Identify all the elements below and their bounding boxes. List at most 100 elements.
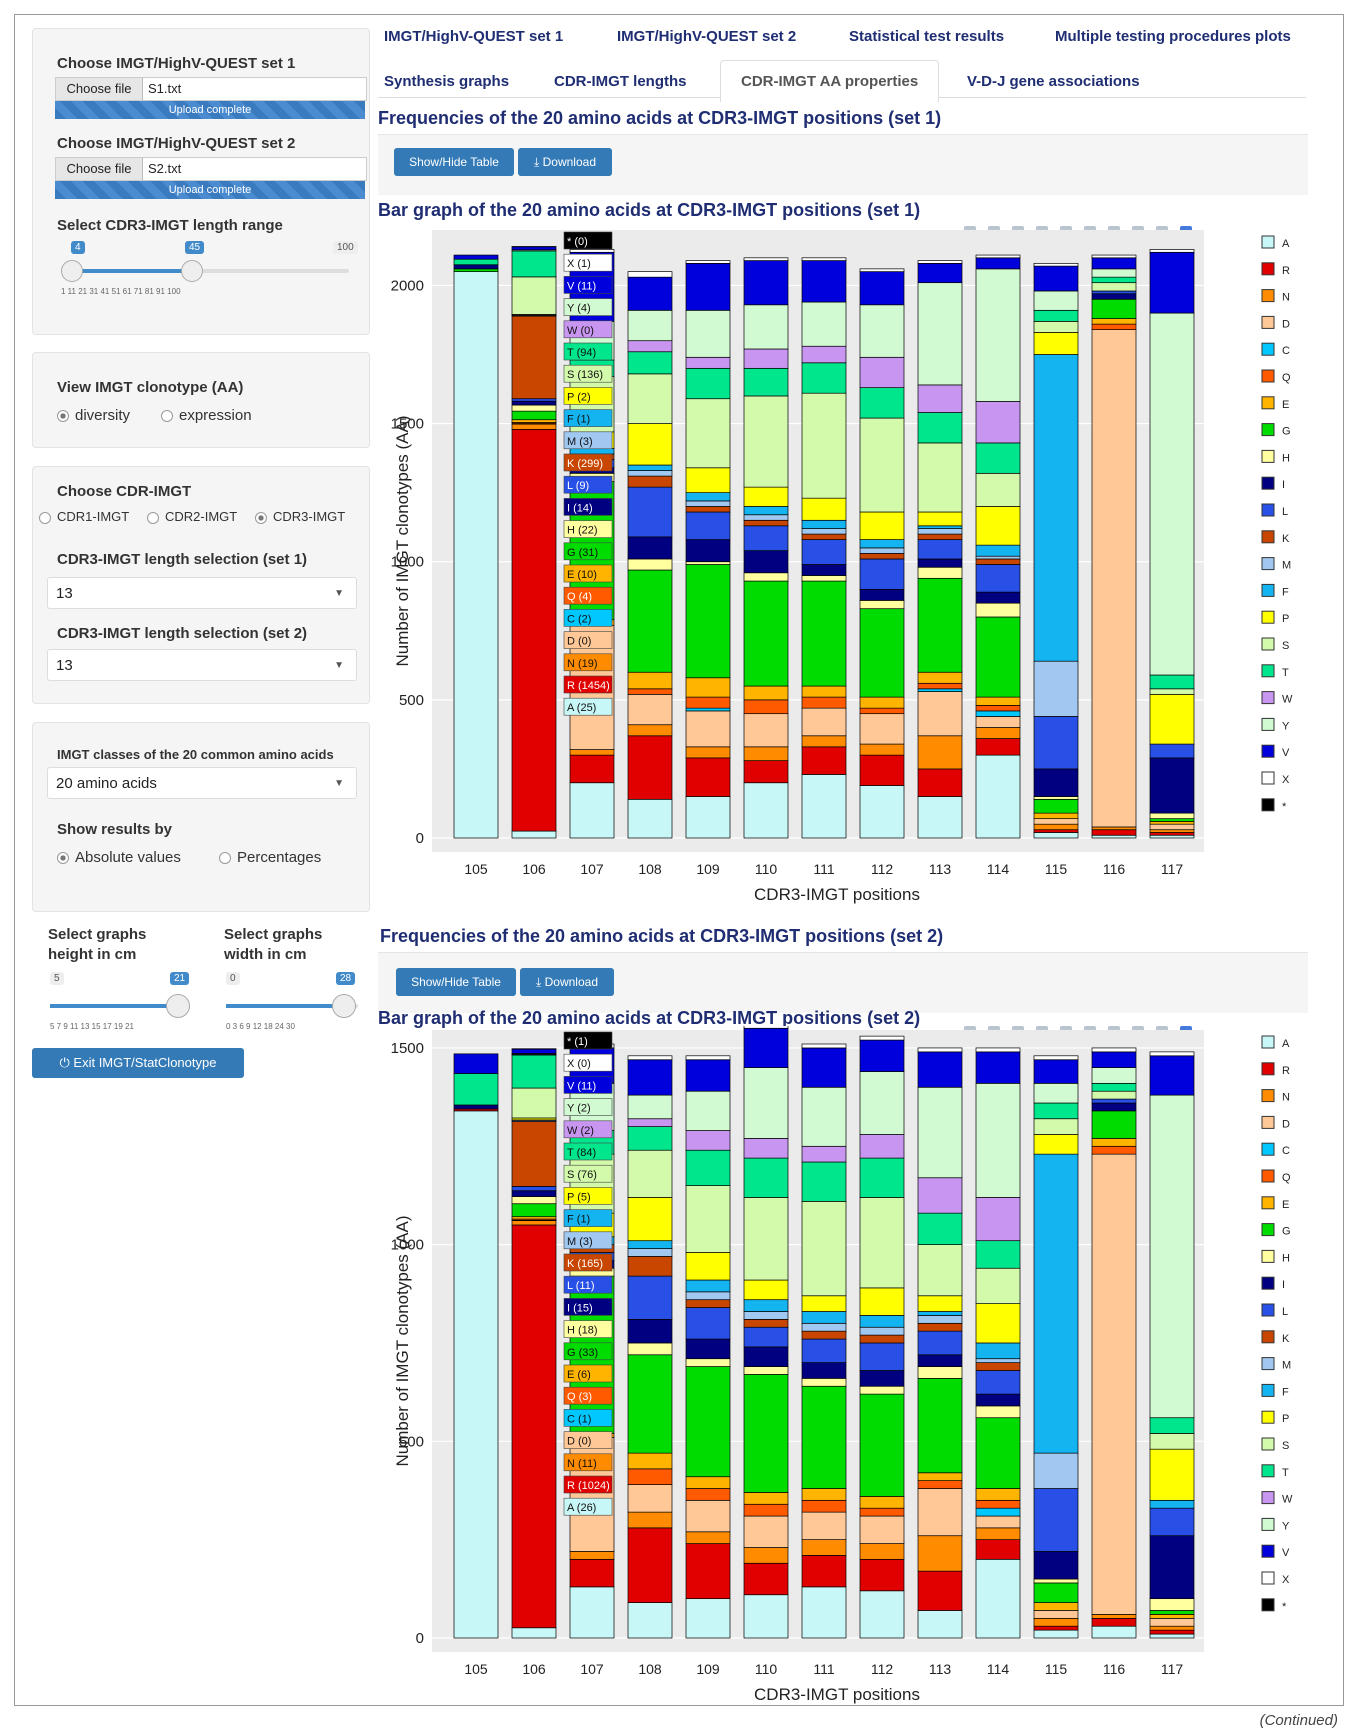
height-slider-handle[interactable] bbox=[166, 994, 190, 1018]
bar-segment-A[interactable] bbox=[917, 796, 963, 839]
bar-segment-E[interactable] bbox=[511, 419, 557, 423]
bar-segment-I[interactable] bbox=[685, 539, 731, 563]
bar-segment-F[interactable] bbox=[627, 464, 673, 471]
bar-segment-N[interactable] bbox=[569, 749, 615, 756]
bar-segment-I[interactable] bbox=[1091, 293, 1137, 300]
bar-segment-I[interactable] bbox=[859, 588, 905, 601]
bar-segment-T[interactable] bbox=[511, 1054, 557, 1089]
bar-segment-V[interactable] bbox=[743, 260, 789, 306]
bar-segment-M[interactable] bbox=[685, 1291, 731, 1301]
legend-swatch[interactable] bbox=[1261, 315, 1275, 329]
bar-segment-T[interactable] bbox=[1033, 1102, 1079, 1120]
bar-segment-F[interactable] bbox=[801, 519, 847, 529]
bar-segment-D[interactable] bbox=[743, 1515, 789, 1548]
bar-segment-R[interactable] bbox=[627, 1527, 673, 1603]
bar-segment-Q[interactable] bbox=[743, 699, 789, 715]
bar-segment-N[interactable] bbox=[1033, 823, 1079, 831]
bar-segment-T[interactable] bbox=[511, 250, 557, 278]
bar-segment-P[interactable] bbox=[627, 1197, 673, 1242]
bar-segment-H[interactable] bbox=[627, 558, 673, 571]
bar-segment-N[interactable] bbox=[1091, 1614, 1137, 1619]
bar-segment-H[interactable] bbox=[1149, 812, 1195, 820]
legend-swatch[interactable] bbox=[1261, 449, 1275, 463]
bar-segment-T[interactable] bbox=[975, 442, 1021, 474]
bar-segment-D[interactable] bbox=[627, 693, 673, 726]
legend-swatch[interactable] bbox=[1261, 1249, 1275, 1263]
bar-segment-N[interactable] bbox=[801, 1539, 847, 1556]
bar-segment-H[interactable] bbox=[859, 600, 905, 610]
bar-segment-I[interactable] bbox=[1033, 1551, 1079, 1580]
bar-segment-V[interactable] bbox=[511, 1048, 557, 1054]
bar-segment-L[interactable] bbox=[511, 1186, 557, 1192]
width-slider-handle[interactable] bbox=[332, 994, 356, 1018]
bar-segment-Q[interactable] bbox=[743, 1503, 789, 1517]
bar-segment-K[interactable] bbox=[917, 533, 963, 540]
bar-segment-S[interactable] bbox=[801, 392, 847, 499]
bar-segment-A[interactable] bbox=[511, 1627, 557, 1639]
bar-segment-A[interactable] bbox=[1091, 834, 1137, 839]
bar-segment-E[interactable] bbox=[511, 1216, 557, 1220]
bar-stack-113[interactable] bbox=[917, 1047, 963, 1639]
bar-segment-S[interactable] bbox=[1149, 688, 1195, 695]
bar-segment-H[interactable] bbox=[743, 572, 789, 582]
bar-segment-R[interactable] bbox=[569, 754, 615, 784]
bar-segment-W[interactable] bbox=[685, 356, 731, 369]
download-button-2[interactable]: ⤓ Download bbox=[520, 968, 614, 996]
bar-segment-M[interactable] bbox=[743, 1311, 789, 1320]
bar-segment-P[interactable] bbox=[1149, 1448, 1195, 1501]
bar-segment-R[interactable] bbox=[1033, 1625, 1079, 1631]
bar-segment-F[interactable] bbox=[801, 1311, 847, 1324]
bar-segment-A[interactable] bbox=[743, 1594, 789, 1639]
bar-segment-R[interactable] bbox=[1149, 832, 1195, 836]
bar-segment-X[interactable] bbox=[801, 1043, 847, 1049]
legend-swatch[interactable] bbox=[1261, 503, 1275, 517]
bar-segment-G[interactable] bbox=[1033, 798, 1079, 814]
bar-segment-Y[interactable] bbox=[1149, 312, 1195, 676]
bar-segment-P[interactable] bbox=[801, 1295, 847, 1312]
bar-segment-Q[interactable] bbox=[917, 1480, 963, 1489]
bar-segment-N[interactable] bbox=[743, 746, 789, 761]
bar-segment-I[interactable] bbox=[627, 1319, 673, 1344]
bar-segment-T[interactable] bbox=[627, 351, 673, 375]
bar-segment-E[interactable] bbox=[627, 671, 673, 690]
bar-segment-N[interactable] bbox=[685, 746, 731, 759]
bar-segment-G[interactable] bbox=[917, 1378, 963, 1474]
legend-swatch[interactable] bbox=[1261, 1517, 1275, 1531]
bar-segment-S[interactable] bbox=[685, 398, 731, 469]
bar-segment-L[interactable] bbox=[1091, 1098, 1137, 1104]
bar-segment-S[interactable] bbox=[859, 1197, 905, 1289]
bar-segment-R[interactable] bbox=[859, 754, 905, 786]
classes-select[interactable]: 20 amino acids ▼ bbox=[47, 767, 357, 799]
bar-segment-F[interactable] bbox=[743, 506, 789, 516]
bar-segment-I[interactable] bbox=[1091, 1102, 1137, 1112]
legend-swatch[interactable] bbox=[1261, 1142, 1275, 1156]
legend-swatch[interactable] bbox=[1261, 1303, 1275, 1317]
bar-segment-L[interactable] bbox=[743, 1326, 789, 1348]
bar-segment-E[interactable] bbox=[975, 1488, 1021, 1501]
exit-button[interactable]: ⏻ Exit IMGT/StatClonotype bbox=[32, 1048, 244, 1078]
bar-segment-T[interactable] bbox=[1149, 1417, 1195, 1434]
bar-stack-105[interactable] bbox=[453, 1053, 499, 1639]
bar-segment-N[interactable] bbox=[975, 1527, 1021, 1541]
bar-segment-L[interactable] bbox=[1149, 1507, 1195, 1537]
bar-segment-Y[interactable] bbox=[801, 301, 847, 347]
bar-segment-L[interactable] bbox=[743, 525, 789, 552]
bar-segment-D[interactable] bbox=[685, 710, 731, 748]
legend-swatch[interactable] bbox=[1261, 1035, 1275, 1049]
bar-stack-117[interactable] bbox=[1149, 249, 1195, 839]
bar-segment-Y[interactable] bbox=[1149, 1094, 1195, 1419]
bar-segment-N[interactable] bbox=[1091, 826, 1137, 831]
tab-aa-properties[interactable]: CDR-IMGT AA properties bbox=[720, 60, 940, 102]
bar-stack-112[interactable] bbox=[859, 1035, 905, 1639]
bar-segment-Y[interactable] bbox=[975, 1082, 1021, 1198]
bar-segment-I[interactable] bbox=[1149, 1535, 1195, 1600]
bar-segment-E[interactable] bbox=[859, 696, 905, 709]
bar-segment-Y[interactable] bbox=[627, 309, 673, 342]
bar-segment-Q[interactable] bbox=[859, 1507, 905, 1517]
legend-swatch[interactable] bbox=[1261, 1089, 1275, 1103]
bar-segment-G[interactable] bbox=[743, 580, 789, 687]
bar-segment-W[interactable] bbox=[743, 1138, 789, 1159]
bar-segment-R[interactable] bbox=[917, 1570, 963, 1611]
bar-segment-L[interactable] bbox=[975, 1370, 1021, 1395]
set1-choose-file-button[interactable]: Choose file bbox=[56, 78, 143, 100]
